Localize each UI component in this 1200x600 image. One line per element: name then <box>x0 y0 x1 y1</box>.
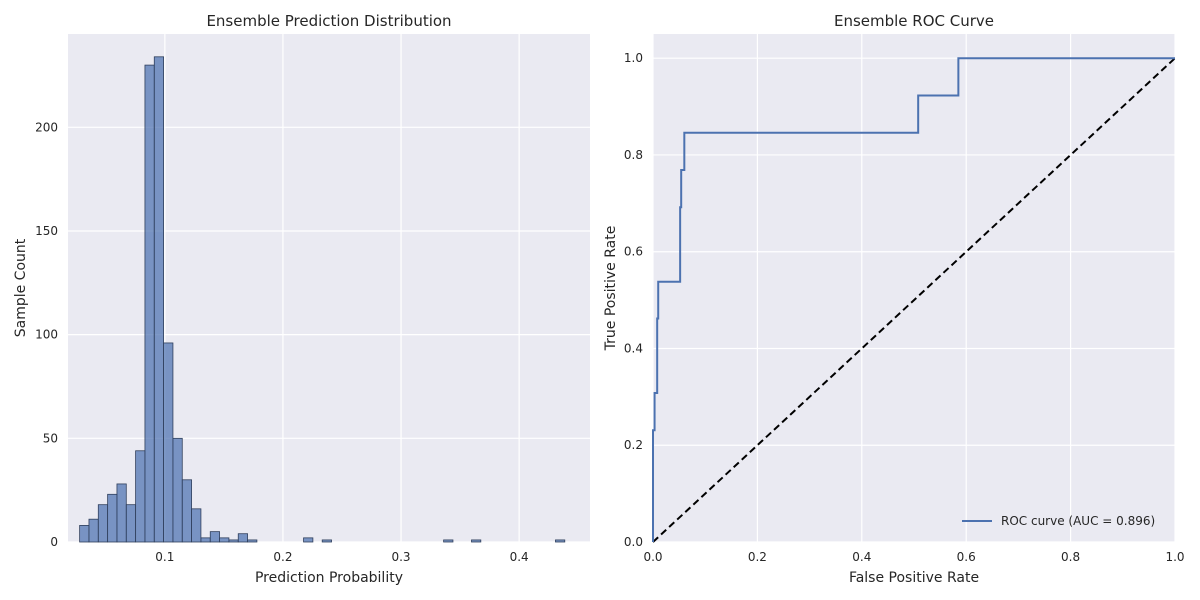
histogram-bar <box>116 483 127 543</box>
histogram-bar <box>79 525 90 543</box>
roc-plot-area <box>653 34 1175 542</box>
histogram-y-tick-label: 100 <box>35 328 58 342</box>
roc-y-ticks: 0.0 0.2 0.4 0.6 0.8 1.0 <box>624 51 643 549</box>
histogram-bar <box>125 504 137 543</box>
roc-x-axis-label: False Positive Rate <box>849 570 979 586</box>
histogram-bar <box>303 537 314 543</box>
chance-diagonal-line <box>652 57 1176 543</box>
histogram-panel: 0.1 0.2 0.3 0.4 0 50 100 150 200 Ensemble Predi… <box>13 12 590 586</box>
roc-y-tick-label: 0.2 <box>624 438 643 452</box>
histogram-x-tick-label: 0.3 <box>391 550 410 564</box>
histogram-bar <box>163 342 174 543</box>
roc-y-tick-label: 0.0 <box>624 535 643 549</box>
histogram-y-tick-label: 200 <box>35 120 58 134</box>
histogram-bar <box>247 539 258 543</box>
roc-legend: ROC curve (AUC = 0.896) <box>962 514 1155 528</box>
histogram-bar <box>144 64 155 543</box>
histogram-bar <box>471 539 482 543</box>
histogram-bar <box>153 56 165 543</box>
roc-x-tick-label: 0.2 <box>748 550 767 564</box>
histogram-bar <box>219 537 230 543</box>
roc-y-tick-label: 0.8 <box>624 148 643 162</box>
histogram-x-tick-label: 0.1 <box>155 550 174 564</box>
histogram-bar <box>172 437 183 543</box>
roc-y-tick-label: 0.4 <box>624 341 643 355</box>
histogram-bar <box>107 493 118 543</box>
histogram-bar <box>88 518 99 543</box>
roc-y-axis-label: True Positive Rate <box>603 226 619 352</box>
histogram-bars <box>79 56 566 543</box>
legend-label: ROC curve (AUC = 0.896) <box>1001 514 1155 528</box>
histogram-bar <box>209 531 220 543</box>
roc-curve-line <box>652 57 1175 542</box>
histogram-bar <box>200 537 211 543</box>
histogram-title: Ensemble Prediction Distribution <box>206 12 451 30</box>
histogram-bar <box>555 539 566 543</box>
histogram-bar <box>97 504 109 543</box>
roc-lines <box>652 57 1176 543</box>
roc-x-tick-label: 0.8 <box>1061 550 1080 564</box>
roc-x-tick-label: 0.6 <box>957 550 976 564</box>
histogram-x-ticks: 0.1 0.2 0.3 0.4 <box>155 550 528 564</box>
histogram-y-axis-label: Sample Count <box>13 238 29 337</box>
roc-title: Ensemble ROC Curve <box>834 12 994 30</box>
roc-y-tick-label: 0.6 <box>624 245 643 259</box>
histogram-y-ticks: 0 50 100 150 200 <box>35 120 58 549</box>
histogram-bar <box>191 508 202 543</box>
histogram-x-tick-label: 0.4 <box>510 550 529 564</box>
roc-panel: 0.0 0.2 0.4 0.6 0.8 1.0 0.0 0.2 0.4 0.6 0.8 1.0 En… <box>603 12 1185 586</box>
roc-y-tick-label: 1.0 <box>624 51 643 65</box>
histogram-bar <box>228 539 239 543</box>
roc-x-ticks: 0.0 0.2 0.4 0.6 0.8 1.0 <box>643 550 1184 564</box>
histogram-x-axis-label: Prediction Probability <box>255 570 403 586</box>
histogram-bar <box>321 539 332 543</box>
roc-x-tick-label: 0.4 <box>852 550 871 564</box>
roc-x-tick-label: 1.0 <box>1165 550 1184 564</box>
histogram-y-tick-label: 0 <box>50 535 58 549</box>
histogram-x-tick-label: 0.2 <box>273 550 292 564</box>
histogram-bar <box>135 450 146 543</box>
histogram-bar <box>443 539 454 543</box>
histogram-y-tick-label: 150 <box>35 224 58 238</box>
histogram-bar <box>181 479 192 543</box>
roc-gridlines <box>652 34 1176 543</box>
histogram-bar <box>237 533 248 543</box>
histogram-y-tick-label: 50 <box>43 431 58 445</box>
roc-x-tick-label: 0.0 <box>643 550 662 564</box>
